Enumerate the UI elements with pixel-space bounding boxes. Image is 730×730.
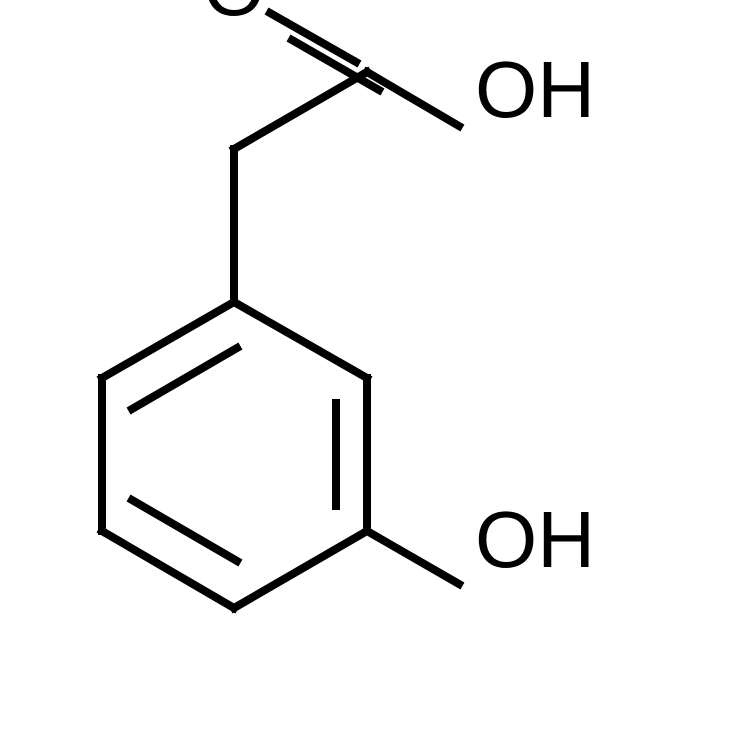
bond-line xyxy=(102,531,234,608)
molecule-structure xyxy=(0,0,730,730)
bond-line xyxy=(132,348,237,409)
atom-label-o: O xyxy=(203,0,265,28)
atom-label-oh: OH xyxy=(475,500,595,580)
bond-line xyxy=(102,302,234,378)
bond-line xyxy=(234,72,367,149)
bond-line xyxy=(132,500,237,561)
molecule-canvas: O OH OH xyxy=(0,0,730,730)
bond-line xyxy=(234,531,367,608)
bond-line xyxy=(234,302,367,378)
atom-label-oh: OH xyxy=(475,50,595,130)
bond-line xyxy=(367,531,459,584)
bond-line xyxy=(367,72,459,126)
